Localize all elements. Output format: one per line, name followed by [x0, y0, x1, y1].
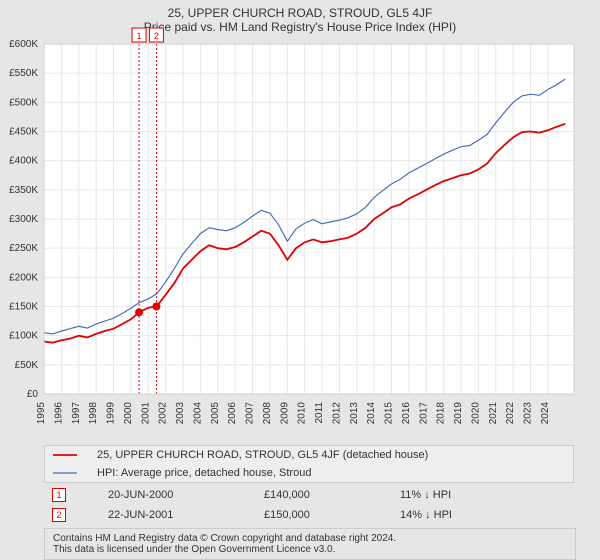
svg-text:£150K: £150K	[9, 302, 38, 313]
legend-label: HPI: Average price, detached house, Stro…	[89, 464, 574, 483]
svg-text:2010: 2010	[297, 402, 308, 425]
sale-date: 20-JUN-2000	[100, 485, 256, 505]
svg-text:£0: £0	[27, 389, 39, 400]
svg-text:2004: 2004	[192, 402, 203, 425]
svg-text:2016: 2016	[401, 402, 412, 425]
svg-text:1999: 1999	[106, 402, 117, 425]
legend-item: HPI: Average price, detached house, Stro…	[45, 464, 574, 483]
sale-delta: 14% ↓ HPI	[392, 505, 574, 525]
svg-text:£500K: £500K	[9, 97, 38, 108]
sale-price: £150,000	[256, 505, 392, 525]
svg-text:2015: 2015	[384, 402, 395, 425]
svg-text:£50K: £50K	[15, 360, 39, 371]
svg-text:£400K: £400K	[9, 156, 38, 167]
svg-text:£350K: £350K	[9, 185, 38, 196]
svg-text:1995: 1995	[36, 402, 47, 425]
sales-notes-table: 120-JUN-2000£140,00011% ↓ HPI222-JUN-200…	[44, 485, 574, 525]
sale-date: 22-JUN-2001	[100, 505, 256, 525]
svg-text:2019: 2019	[453, 402, 464, 425]
svg-text:2006: 2006	[227, 402, 238, 425]
svg-text:2020: 2020	[470, 402, 481, 425]
svg-text:2017: 2017	[418, 402, 429, 425]
svg-text:£600K: £600K	[9, 39, 38, 50]
svg-text:2011: 2011	[314, 402, 325, 424]
svg-text:1996: 1996	[53, 402, 64, 425]
chart-legend: 25, UPPER CHURCH ROAD, STROUD, GL5 4JF (…	[44, 445, 574, 483]
sale-delta: 11% ↓ HPI	[392, 485, 574, 505]
sale-row: 222-JUN-2001£150,00014% ↓ HPI	[44, 505, 574, 525]
svg-text:2: 2	[154, 31, 159, 41]
line-chart: £0 £50K £100K £150K £200K £250K £300K £350K £400…	[0, 0, 600, 444]
svg-text:1: 1	[137, 31, 142, 41]
svg-text:2005: 2005	[210, 402, 221, 425]
copyright-footer: Contains HM Land Registry data © Crown c…	[44, 528, 576, 560]
svg-text:2002: 2002	[158, 402, 169, 425]
svg-text:£250K: £250K	[9, 243, 38, 254]
svg-text:£300K: £300K	[9, 214, 38, 225]
svg-text:2024: 2024	[540, 402, 551, 425]
svg-text:2008: 2008	[262, 402, 273, 425]
legend-label: 25, UPPER CHURCH ROAD, STROUD, GL5 4JF (…	[89, 446, 574, 465]
svg-text:£200K: £200K	[9, 272, 38, 283]
svg-text:2009: 2009	[279, 402, 290, 425]
svg-text:2021: 2021	[488, 402, 499, 425]
svg-text:£550K: £550K	[9, 68, 38, 79]
svg-text:2022: 2022	[505, 402, 516, 425]
svg-text:2007: 2007	[245, 402, 256, 425]
svg-text:£100K: £100K	[9, 331, 38, 342]
svg-text:2012: 2012	[331, 402, 342, 425]
svg-text:2003: 2003	[175, 402, 186, 425]
sale-row: 120-JUN-2000£140,00011% ↓ HPI	[44, 485, 574, 505]
svg-text:1998: 1998	[88, 402, 99, 425]
sale-price: £140,000	[256, 485, 392, 505]
svg-text:2023: 2023	[523, 402, 534, 425]
svg-text:£450K: £450K	[9, 127, 38, 138]
svg-text:2001: 2001	[140, 402, 151, 425]
svg-text:2014: 2014	[366, 402, 377, 425]
svg-text:1997: 1997	[71, 402, 82, 425]
svg-text:2013: 2013	[349, 402, 360, 425]
legend-item: 25, UPPER CHURCH ROAD, STROUD, GL5 4JF (…	[45, 446, 574, 465]
svg-text:2000: 2000	[123, 402, 134, 425]
svg-text:2018: 2018	[436, 402, 447, 425]
